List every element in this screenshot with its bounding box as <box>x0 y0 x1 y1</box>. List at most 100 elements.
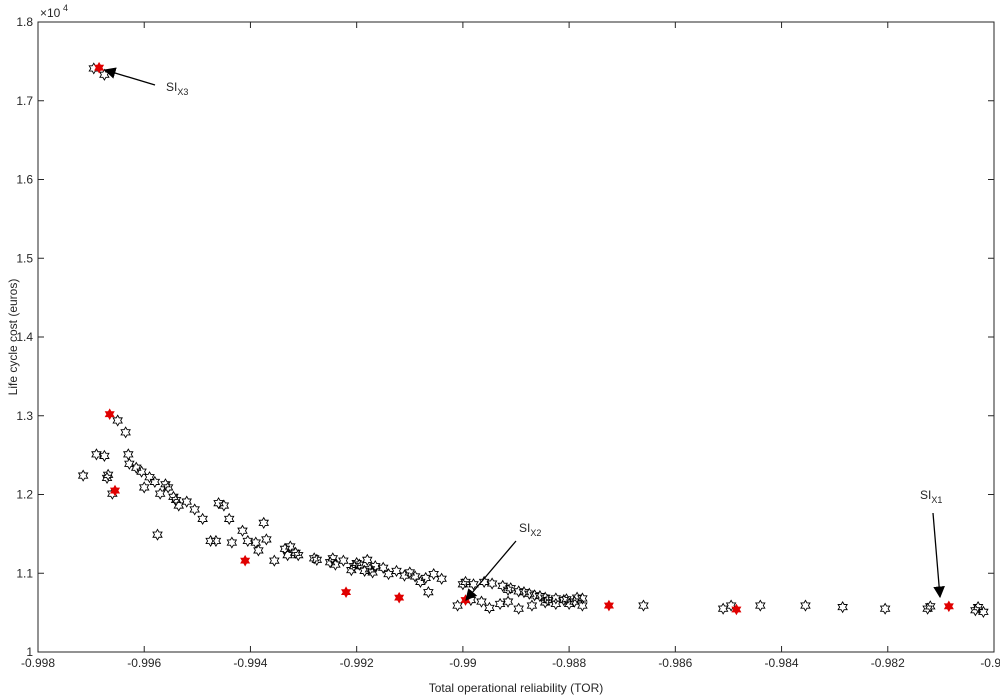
data-point <box>154 487 166 500</box>
data-point <box>502 595 514 608</box>
data-point <box>292 549 304 562</box>
pareto-point <box>104 408 115 420</box>
data-point <box>377 561 389 574</box>
pareto-point <box>943 600 954 613</box>
data-point <box>486 577 498 590</box>
data-point <box>354 558 365 571</box>
x-axis-label: Total operational reliability (TOR) <box>429 681 604 695</box>
pareto-point <box>109 484 121 497</box>
data-point <box>391 564 402 577</box>
data-point <box>577 599 588 612</box>
data-point <box>460 575 471 589</box>
data-point <box>423 586 434 599</box>
data-point <box>160 478 171 491</box>
annotation-label: SIX1 <box>920 488 942 505</box>
data-point <box>168 490 179 503</box>
pareto-point <box>731 603 742 616</box>
x-tick-label: -0.994 <box>233 656 267 670</box>
data-point <box>577 592 588 605</box>
data-point <box>324 556 336 569</box>
annotation-arrow <box>932 512 945 599</box>
pareto-point <box>394 591 405 604</box>
data-point <box>130 461 142 474</box>
data-point <box>284 540 296 553</box>
data-point <box>348 560 360 573</box>
data-point <box>505 582 516 595</box>
data-point <box>415 575 426 589</box>
pareto-point <box>341 586 352 598</box>
annotation-label: SIX3 <box>166 80 188 97</box>
data-point <box>327 552 339 565</box>
data-point <box>497 579 509 592</box>
y-tick-label: 1.6 <box>16 173 33 187</box>
data-point <box>226 536 238 549</box>
data-point <box>213 497 224 510</box>
data-point <box>558 593 570 607</box>
data-point <box>138 481 150 494</box>
data-point <box>210 534 222 548</box>
data-point <box>404 566 416 579</box>
data-points <box>77 61 989 618</box>
y-tick-label: 1.4 <box>16 330 33 344</box>
data-point <box>162 481 174 494</box>
x-tick-label: -0.996 <box>127 656 161 670</box>
plot-area <box>37 21 995 653</box>
data-point <box>563 597 575 611</box>
y-tick-label: 1 <box>26 645 33 659</box>
data-point <box>452 599 463 612</box>
x-axis-ticks: -0.998 -0.996 -0.994 -0.992 -0.99 -0.988 -0.98… <box>21 22 1000 670</box>
data-point <box>136 465 147 478</box>
data-point <box>409 570 421 583</box>
data-point <box>502 583 514 596</box>
annotation-arrow <box>465 540 517 601</box>
pareto-point <box>240 554 251 567</box>
data-point <box>311 553 323 566</box>
data-point <box>369 560 381 573</box>
data-point <box>170 493 182 507</box>
data-point <box>112 414 123 427</box>
data-point <box>428 567 439 581</box>
data-point <box>351 556 362 570</box>
data-point <box>978 605 989 618</box>
data-point <box>539 596 551 609</box>
y-tick-label: 1.1 <box>16 566 33 580</box>
y-tick-label: 1.7 <box>16 94 33 108</box>
data-point <box>362 553 373 566</box>
data-point <box>922 602 933 615</box>
data-point <box>879 602 891 615</box>
y-tick-label: 1.5 <box>16 251 33 265</box>
x-tick-label: -0.998 <box>21 656 55 670</box>
data-point <box>99 449 110 463</box>
data-point <box>279 542 291 555</box>
y-tick-label: 1.3 <box>16 409 33 423</box>
data-point <box>457 578 469 591</box>
data-point <box>359 564 370 577</box>
data-point <box>972 601 984 614</box>
y-axis-label: Life cycle cost (euros) <box>6 279 20 396</box>
data-point <box>205 534 216 548</box>
data-point <box>269 554 280 567</box>
data-point <box>367 566 378 579</box>
data-point <box>124 457 135 470</box>
data-point <box>242 534 254 548</box>
pareto-point <box>94 61 105 74</box>
y-axis-ticks: 1 1.1 1.2 1.3 1.4 1.5 1.6 1.7 1.8 <box>16 15 994 659</box>
data-point <box>513 602 524 615</box>
data-point <box>223 512 235 526</box>
x-tick-label: -0.992 <box>340 656 374 670</box>
annotations: SIX3 SIX2 SIX1 <box>103 67 945 601</box>
data-point <box>550 592 562 605</box>
x-tick-label: -0.984 <box>765 656 799 670</box>
y-tick-label: 1.8 <box>16 15 33 29</box>
data-point <box>924 600 936 613</box>
data-point <box>638 599 649 612</box>
data-point <box>484 601 495 615</box>
data-point <box>181 495 192 508</box>
data-point <box>569 595 580 608</box>
x-tick-label: -0.982 <box>871 656 905 670</box>
data-point <box>970 604 981 617</box>
data-point <box>91 448 102 461</box>
data-point <box>120 426 131 439</box>
y-multiplier-base: ×10 <box>40 6 61 20</box>
y-multiplier-exponent: 4 <box>63 3 68 13</box>
